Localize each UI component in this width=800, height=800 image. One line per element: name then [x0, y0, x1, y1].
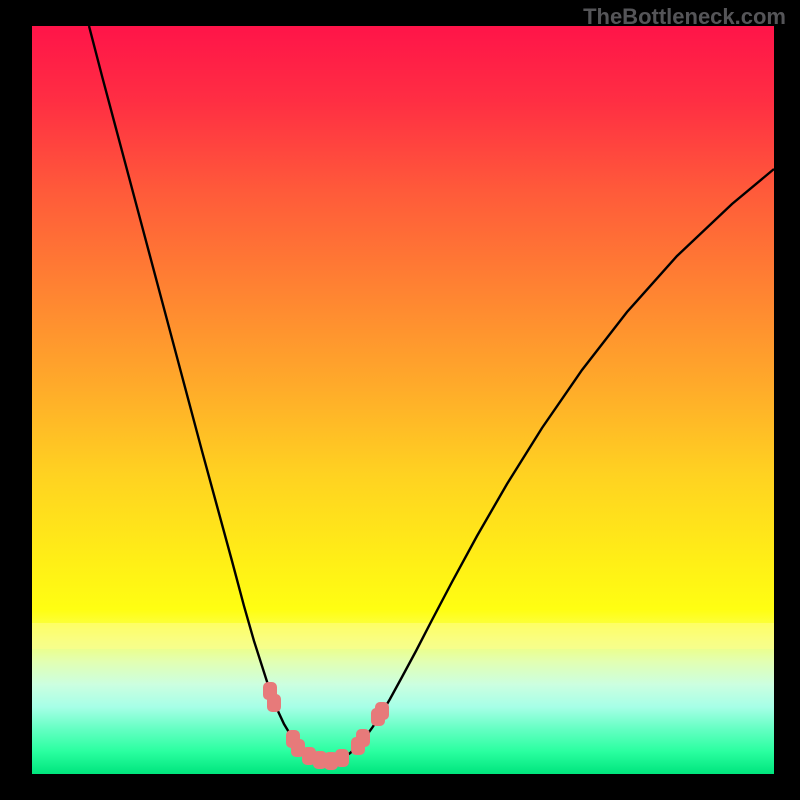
bottleneck-chart	[32, 26, 774, 774]
chart-svg	[32, 26, 774, 774]
watermark-text: TheBottleneck.com	[583, 4, 786, 30]
